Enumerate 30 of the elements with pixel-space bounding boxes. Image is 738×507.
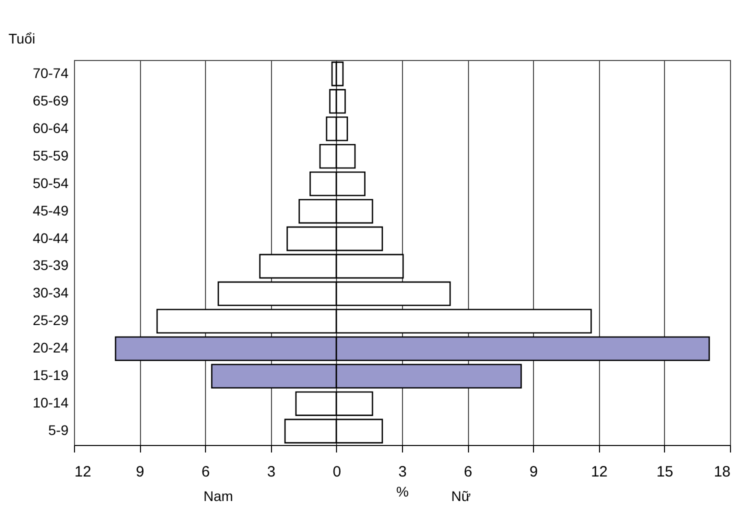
x-tick-label: 15: [656, 464, 674, 480]
y-tick-label: 55-59: [32, 147, 69, 164]
x-tick-label: 3: [398, 464, 407, 480]
y-tick-label: 45-49: [32, 202, 69, 218]
y-tick-label: 15-19: [32, 367, 69, 384]
x-tick-label: 12: [590, 464, 608, 480]
y-tick-label: 60-64: [32, 120, 69, 136]
y-tick-label: 10-14: [32, 394, 69, 411]
y-tick-label: 20-24: [32, 340, 69, 356]
y-axis-title: Tuổi: [8, 30, 36, 46]
x-tick-label: 9: [136, 464, 144, 480]
y-tick-label: 35-39: [32, 257, 69, 274]
x-tick-label: 9: [530, 464, 538, 480]
x-tick-label: 12: [74, 464, 92, 480]
x-tick-label: 3: [267, 464, 276, 480]
y-tick-label: 70-74: [32, 64, 69, 81]
bar: [336, 62, 344, 86]
x-tick-label: 6: [464, 464, 472, 480]
y-tick-label: 50-54: [32, 174, 69, 191]
x-tick-label: 18: [714, 464, 730, 480]
y-tick-label: 25-29: [32, 312, 69, 328]
text: Nam: [204, 488, 234, 504]
y-tick-label: 30-34: [32, 284, 69, 301]
text: Nữ: [451, 488, 471, 504]
y-tick-label: 40-44: [32, 230, 69, 246]
x-tick-label: 6: [202, 464, 210, 480]
y-tick-label: 65-69: [32, 92, 69, 108]
x-tick-label: 0: [332, 464, 342, 480]
y-tick-label: 5-9: [48, 422, 69, 438]
x-axis-title: %: [396, 484, 409, 500]
